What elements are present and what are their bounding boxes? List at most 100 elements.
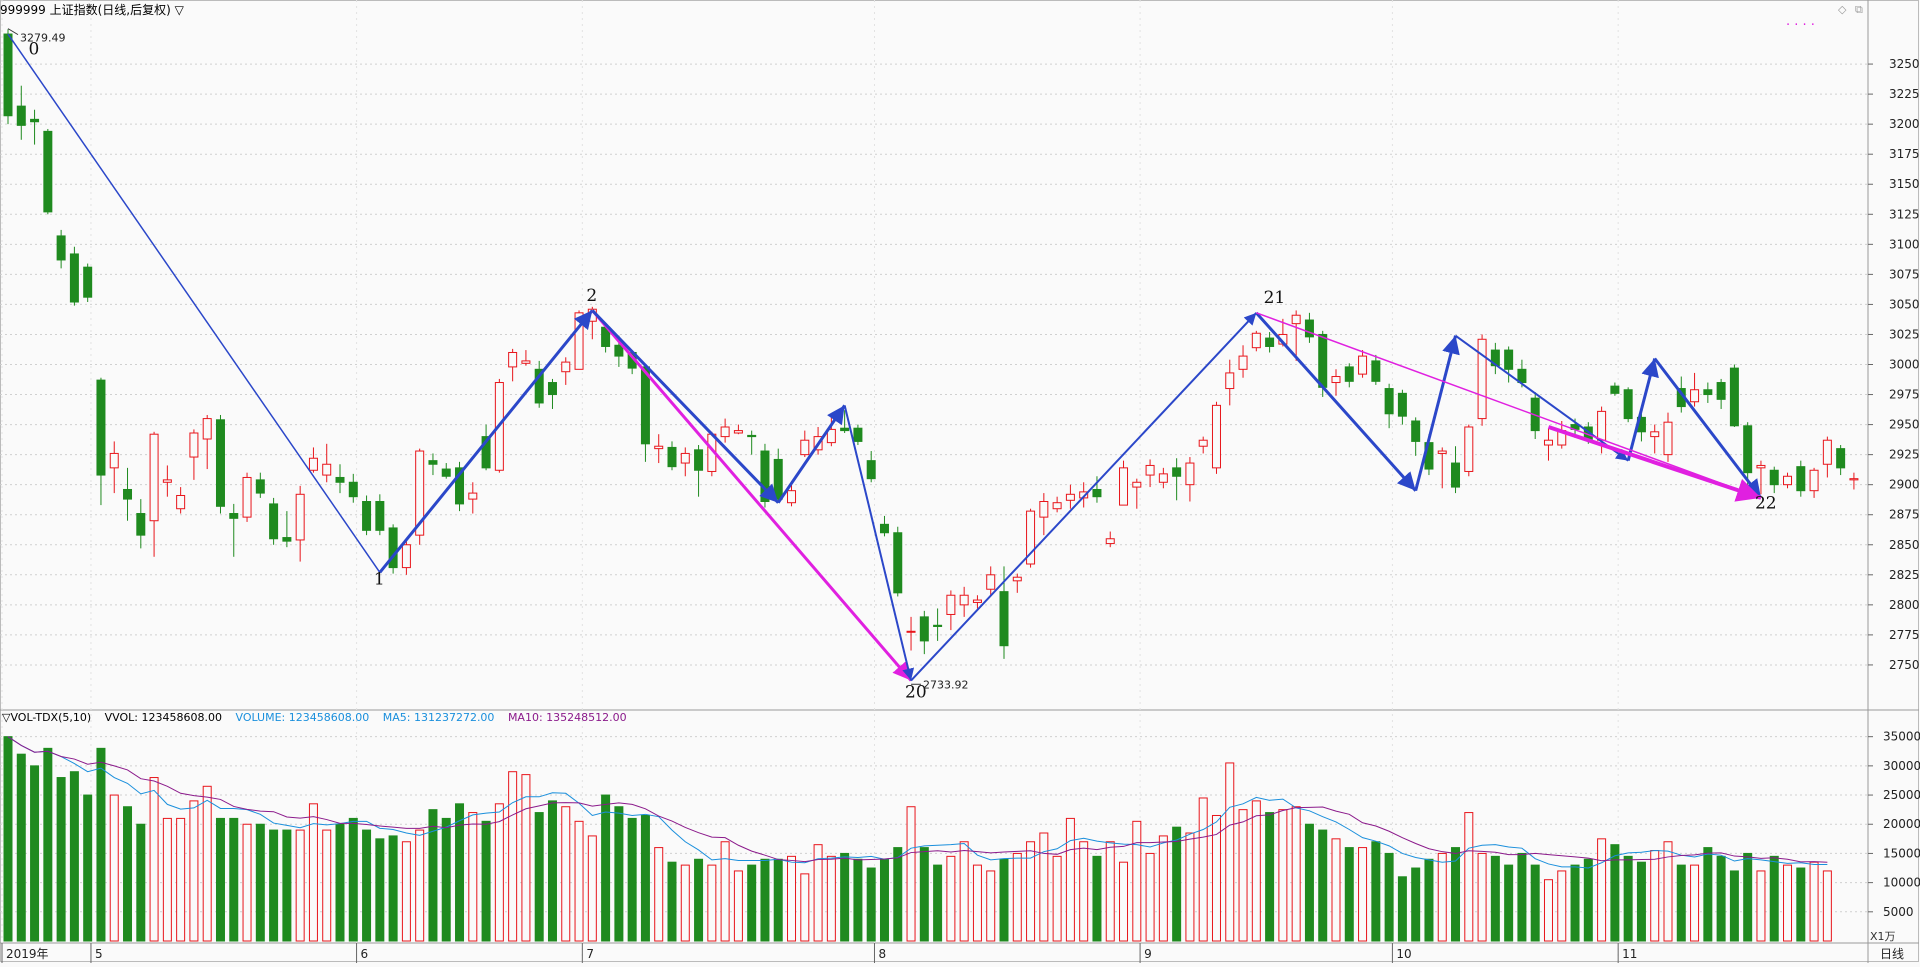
candle (946, 590, 956, 631)
vol-indicator-label[interactable]: ▽VOL-TDX(5,10) (2, 711, 92, 724)
volume-bar (1052, 855, 1062, 942)
candle (574, 310, 584, 370)
wave-label: 21 (1264, 288, 1286, 308)
candle (1265, 332, 1275, 353)
wave-line (1414, 335, 1460, 492)
candle-body (136, 513, 146, 536)
volume-bar (494, 803, 504, 942)
volume-tick-label: 30000 (1883, 759, 1920, 773)
price-tick-label: 3100 (1889, 237, 1920, 251)
volume-bar (295, 829, 305, 942)
volume-bar (760, 858, 770, 942)
candle (1145, 459, 1155, 488)
volume-bar (30, 765, 40, 942)
volume-bar (1650, 850, 1660, 942)
volume-bar (308, 803, 318, 942)
volume-bar (1158, 835, 1168, 942)
volume-bar (481, 820, 491, 942)
candle-body (428, 460, 438, 465)
candle-body (1185, 462, 1195, 486)
candle (640, 364, 650, 462)
x-tick-label: 5 (95, 947, 103, 961)
candle-body (468, 492, 478, 500)
volume-bar (109, 794, 119, 942)
volume-bar (215, 817, 225, 942)
volume-bar (1743, 852, 1753, 942)
high-price-label: 3279.49 (20, 32, 66, 45)
volume-bar (574, 820, 584, 942)
candle (1384, 383, 1394, 429)
candle-body (879, 523, 889, 534)
candle (1119, 460, 1129, 506)
candle (747, 430, 757, 455)
candle (1490, 342, 1500, 375)
volume-bar (1437, 852, 1447, 942)
volume-bar (747, 864, 757, 942)
candle (1371, 354, 1381, 385)
candle (242, 472, 252, 522)
wave-line (1653, 357, 1763, 499)
candle-body (401, 544, 411, 569)
candle-body (1132, 481, 1142, 488)
volume-bar (587, 835, 597, 942)
volume-tick-label: 20000 (1883, 817, 1920, 831)
candle (1822, 436, 1832, 478)
candle-body (1743, 425, 1753, 474)
candle-body (893, 532, 903, 594)
candle (1238, 345, 1248, 378)
volume-bar (999, 858, 1009, 942)
volume-bar (1464, 812, 1474, 942)
volume-bar (853, 858, 863, 942)
period-label: 日线 (1880, 947, 1904, 961)
candle-body (388, 527, 398, 569)
volume-bar (1211, 814, 1221, 942)
volume-bar (1132, 820, 1142, 942)
volume-bar (1119, 861, 1129, 942)
candle (43, 128, 53, 215)
candle-body (1331, 376, 1341, 384)
volume-bar (1570, 864, 1580, 942)
candle-body (1849, 478, 1859, 481)
page-title[interactable]: 999999 上证指数(日线,后复权) ▽ (0, 3, 184, 17)
candle (455, 461, 465, 512)
volume-bar (1690, 864, 1700, 942)
volume-bar (1185, 832, 1195, 942)
price-tick-label: 3175 (1889, 147, 1920, 161)
candle-body (202, 418, 212, 440)
volume-bar (826, 855, 836, 942)
candle (468, 482, 478, 514)
x-tick-label: 6 (361, 947, 369, 961)
candle (481, 424, 491, 471)
wave-line (777, 404, 846, 504)
candle-body (96, 379, 106, 476)
candle (760, 443, 770, 508)
volume-bar (627, 817, 637, 942)
volume-bar (1145, 852, 1155, 942)
candle-body (1437, 450, 1447, 454)
volume-bar (1716, 855, 1726, 942)
volume-bar (1517, 852, 1527, 942)
candle (1397, 389, 1407, 425)
candle (441, 463, 451, 479)
volume-bar (1783, 864, 1793, 942)
volume-bar (893, 847, 903, 942)
volume-bar (441, 817, 451, 942)
candle (534, 360, 544, 408)
volume-bar (879, 858, 889, 942)
low-price-label: 2733.92 (923, 678, 969, 691)
maximize-icon[interactable]: ⧉ (1855, 3, 1863, 16)
candle (521, 350, 531, 366)
candle (388, 524, 398, 574)
candle-body (1318, 333, 1328, 388)
volume-value: VOLUME: 123458608.00 (235, 711, 370, 724)
price-tick-label: 2800 (1889, 598, 1920, 612)
candle-body (1198, 439, 1208, 447)
wave-label: 22 (1755, 494, 1777, 514)
price-tick-label: 3000 (1889, 358, 1920, 372)
candle-body (69, 253, 79, 303)
candle-body (16, 105, 26, 126)
candle (1158, 467, 1168, 489)
restore-icon[interactable]: ◇ (1838, 3, 1847, 16)
volume-bar (149, 777, 159, 942)
